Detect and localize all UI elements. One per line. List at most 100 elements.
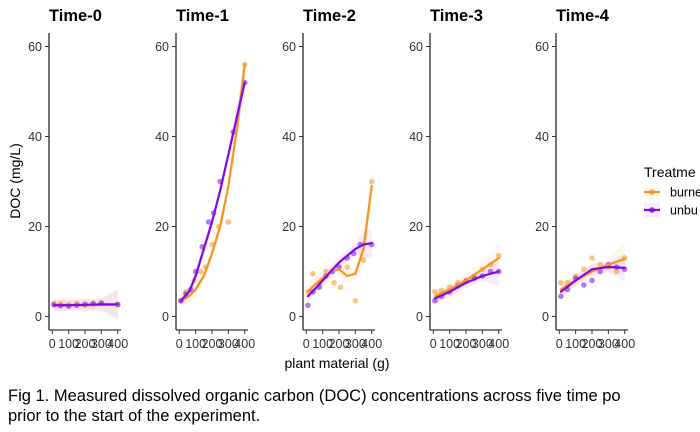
point-unburned [558,293,564,300]
y-tick-label: 20 [535,220,549,234]
point-unburned [305,302,311,309]
x-tick-label: 0 [49,337,56,351]
x-tick-label: 100 [312,337,333,351]
x-tick-label: 100 [565,337,586,351]
point-unburned [581,282,587,288]
y-tick-label: 40 [535,130,549,144]
point-burned [581,266,587,273]
y-tick-label: 0 [289,310,296,324]
x-tick-label: 400 [107,337,128,351]
point-burned [310,270,316,277]
x-tick-label: 0 [176,337,183,351]
x-tick-label: 300 [598,337,619,351]
point-burned [197,268,204,275]
legend-key-point [649,189,655,195]
y-tick-label: 60 [28,40,42,54]
point-burned [558,279,564,286]
x-tick-label: 200 [75,337,96,351]
x-tick-label: 200 [582,337,603,351]
x-tick-label: 300 [91,337,112,351]
caption-line-2: prior to the start of the experiment. [8,407,261,425]
panel-title: Time-1 [176,7,229,25]
x-tick-label: 0 [556,337,563,351]
figure-caption: Fig 1. Measured dissolved organic carbon… [8,386,700,426]
point-burned [368,178,375,185]
fit-line-unburned [559,265,626,293]
point-burned [432,288,438,295]
legend-label: unbu [670,204,698,218]
y-tick-label: 40 [155,130,169,144]
x-tick-label: 200 [329,337,350,351]
legend-label: burne [670,186,700,200]
x-tick-label: 100 [58,337,79,351]
point-burned [323,268,329,275]
point-burned [337,284,344,291]
x-tick-label: 400 [361,337,382,351]
point-burned [344,264,350,270]
y-tick-label: 20 [409,220,423,234]
point-burned [495,252,502,259]
y-tick-label: 20 [155,220,169,234]
panel-title: Time-4 [556,7,610,25]
fit-line-unburned [306,242,373,298]
fit-line-unburned [179,81,246,302]
point-unburned [589,277,595,284]
y-tick-label: 40 [282,130,296,144]
point-burned [352,297,359,304]
x-tick-label: 0 [430,337,437,351]
panel-title: Time-3 [430,7,483,25]
y-tick-label: 20 [282,220,296,234]
fit-line-burned [306,184,373,293]
ribbon-burned [307,170,372,299]
fit-line-burned [433,256,500,298]
x-axis-label: plant material (g) [284,355,389,371]
fit-line-unburned [433,270,500,300]
panel-title: Time-2 [303,7,356,25]
x-tick-label: 200 [202,337,223,351]
ribbon-burned [180,48,245,308]
x-tick-label: 100 [185,337,206,351]
ribbon-unburned [180,68,245,307]
fit-line-unburned [52,303,119,307]
y-tick-label: 60 [409,40,423,54]
x-tick-label: 200 [456,337,477,351]
x-tick-label: 300 [345,337,366,351]
x-tick-label: 0 [303,337,310,351]
caption-line-1: Fig 1. Measured dissolved organic carbon… [8,387,621,405]
y-axis-label: DOC (mg/L) [7,143,23,218]
x-tick-label: 100 [439,337,460,351]
point-burned [225,219,232,225]
x-tick-label: 300 [218,337,239,351]
y-tick-label: 0 [162,310,169,324]
legend-key-point [649,207,655,213]
x-tick-label: 300 [472,337,493,351]
y-tick-label: 60 [282,40,296,54]
x-tick-label: 400 [234,337,255,351]
point-burned [331,279,337,286]
y-tick-label: 0 [542,310,549,324]
x-tick-label: 400 [614,337,635,351]
point-burned [589,255,595,261]
point-unburned [432,297,438,304]
y-tick-label: 40 [28,130,42,144]
point-unburned [597,268,603,275]
x-tick-label: 400 [488,337,509,351]
y-tick-label: 0 [416,310,423,324]
y-tick-label: 0 [35,310,42,324]
y-tick-label: 40 [409,130,423,144]
y-tick-label: 60 [155,40,169,54]
point-burned [597,261,603,268]
legend-title: Treatme [644,164,696,180]
y-tick-label: 20 [28,220,42,234]
legend: Treatme burne unbu [644,164,700,218]
point-burned [360,257,367,264]
y-tick-label: 60 [535,40,549,54]
point-unburned [205,219,212,225]
fit-line-burned [179,63,246,302]
